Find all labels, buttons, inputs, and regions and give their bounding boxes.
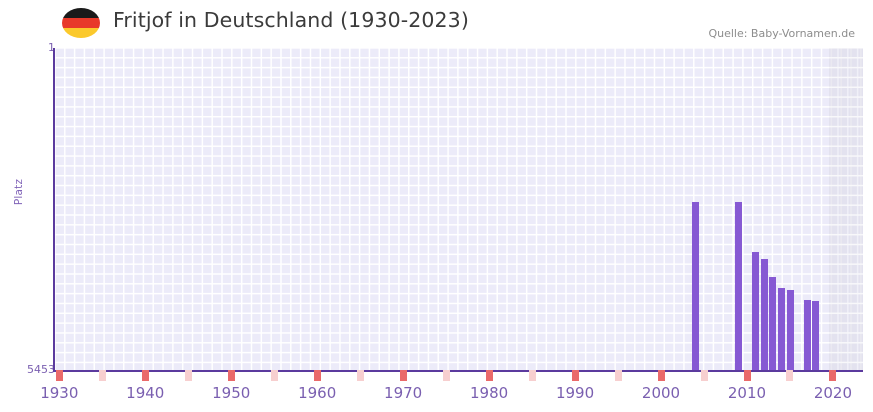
x-tick-minor (614, 370, 622, 381)
x-axis-tick-label: 1980 (469, 384, 509, 402)
bar (735, 202, 743, 370)
y-axis-title: Platz (13, 178, 25, 206)
x-tick-major (55, 370, 63, 381)
bar (692, 202, 700, 370)
x-tick-major (227, 370, 235, 381)
flag-band-red (62, 18, 100, 28)
bar (778, 287, 786, 370)
bar (812, 300, 820, 370)
plot-grid-background (55, 48, 863, 370)
x-axis-tick-label: 1950 (212, 384, 251, 402)
y-axis-label-top: 1 (48, 41, 55, 54)
x-axis-tick-label: 1960 (298, 384, 337, 402)
x-tick-minor (98, 370, 106, 381)
chart-title: Fritjof in Deutschland (1930-2023) (113, 8, 469, 32)
x-tick-minor (528, 370, 536, 381)
bar-series (55, 48, 863, 370)
bar (803, 300, 811, 370)
x-tick-major (743, 370, 751, 381)
chart-header: Fritjof in Deutschland (1930-2023) Quell… (0, 0, 873, 46)
x-tick-minor (442, 370, 450, 381)
bar (769, 277, 777, 370)
x-tick-minor (700, 370, 708, 381)
x-axis-tick-label: 1990 (555, 384, 595, 402)
x-tick-major (657, 370, 665, 381)
plot-shaded-region (828, 48, 863, 370)
plot-area (53, 48, 863, 372)
x-axis-line (53, 370, 863, 372)
x-axis-ticks (55, 370, 863, 381)
source-attribution: Quelle: Baby-Vornamen.de (708, 27, 855, 40)
x-tick-minor (184, 370, 192, 381)
flag-band-gold (62, 28, 100, 38)
germany-flag-icon (62, 8, 100, 38)
x-tick-major (485, 370, 493, 381)
x-axis-tick-label: 1940 (126, 384, 165, 402)
bar (760, 259, 768, 370)
x-axis-tick-label: 2020 (813, 384, 852, 402)
x-axis-tick-label: 1930 (40, 384, 79, 402)
x-tick-major (571, 370, 579, 381)
y-axis-line (53, 48, 55, 371)
x-tick-major (399, 370, 407, 381)
x-tick-major (313, 370, 321, 381)
x-axis-tick-label: 2010 (727, 384, 767, 402)
x-axis-tick-label: 2000 (641, 384, 681, 402)
x-tick-minor (786, 370, 794, 381)
x-tick-minor (356, 370, 364, 381)
x-tick-minor (270, 370, 278, 381)
x-tick-major (829, 370, 837, 381)
bar (786, 290, 794, 370)
y-axis-label-bottom: 5453 (27, 363, 55, 376)
bar (752, 251, 760, 370)
flag-band-black (62, 8, 100, 19)
x-tick-major (141, 370, 149, 381)
x-axis-tick-label: 1970 (384, 384, 423, 402)
